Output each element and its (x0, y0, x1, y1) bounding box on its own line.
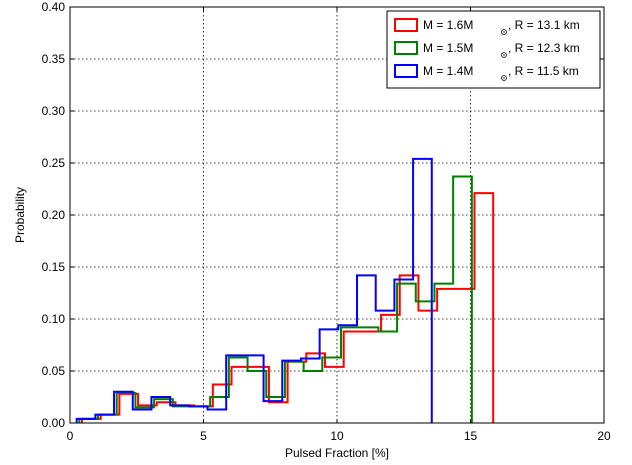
x-tick-label: 10 (330, 429, 344, 443)
legend-swatch (394, 41, 418, 55)
y-tick-label: 0.05 (42, 364, 66, 378)
y-tick-label: 0.40 (42, 0, 66, 14)
y-tick-label: 0.15 (42, 260, 66, 274)
x-axis-label: Pulsed Fraction [%] (285, 446, 389, 460)
legend-label-mass: M = 1.5M (423, 41, 473, 55)
legend-swatch (394, 18, 418, 32)
y-tick-label: 0.30 (42, 104, 66, 118)
legend-label-radius: , R = 13.1 km (508, 18, 580, 32)
legend-label-mass: M = 1.6M (423, 18, 473, 32)
legend-label-radius: , R = 12.3 km (508, 41, 580, 55)
solar-symbol-dot (503, 54, 505, 56)
y-tick-label: 0.00 (42, 416, 66, 430)
x-tick-label: 0 (67, 429, 74, 443)
y-axis-label: Probability (13, 187, 27, 243)
x-tick-label: 5 (200, 429, 207, 443)
solar-symbol-dot (503, 31, 505, 33)
ticks: 0 5 10 15 20 0.00 0.05 0.10 0.15 0.20 0.25 0.30 0.35… (42, 0, 611, 443)
series-line-1 (78, 175, 473, 423)
solar-symbol-dot (503, 77, 505, 79)
legend: M = 1.6M , R = 13.1 km M = 1.5M , R = 12.3 … (386, 10, 601, 89)
solar-symbol-icon (501, 75, 507, 81)
legend-label-radius: , R = 11.5 km (508, 64, 579, 78)
series-line-0 (81, 192, 495, 423)
x-tick-label: 20 (597, 429, 611, 443)
y-tick-label: 0.35 (42, 52, 66, 66)
legend-box (386, 10, 601, 89)
legend-label-mass: M = 1.4M (423, 64, 473, 78)
solar-symbol-icon (501, 52, 507, 58)
series-line-2 (75, 157, 433, 423)
y-tick-label: 0.20 (42, 208, 66, 222)
y-tick-label: 0.25 (42, 156, 66, 170)
y-tick-label: 0.10 (42, 312, 66, 326)
legend-swatch (394, 64, 418, 78)
series-group (75, 157, 495, 423)
solar-symbol-icon (501, 29, 507, 35)
x-tick-label: 15 (464, 429, 478, 443)
